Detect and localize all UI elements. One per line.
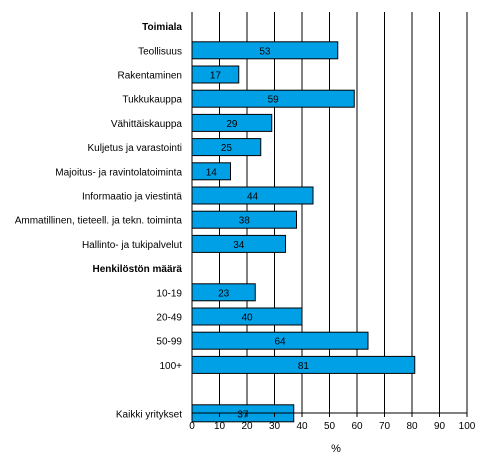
x-tick-label: 30	[269, 421, 281, 432]
x-tick-label: 20	[241, 421, 253, 432]
gridlines	[219, 12, 468, 413]
data-label: 37	[237, 409, 249, 420]
x-tick-label: 90	[434, 421, 446, 432]
data-label: 34	[233, 240, 245, 251]
category-label: 50-99	[156, 337, 182, 348]
category-label: 20-49	[156, 313, 182, 324]
data-label: 25	[221, 143, 233, 154]
x-axis: 0 10 20 30 40 50 60 70 80 90 100	[189, 12, 476, 432]
category-label: Majoitus- ja ravintolatoiminta	[55, 167, 182, 178]
category-label: Rakentaminen	[118, 71, 182, 82]
category-label: Vähittäiskauppa	[111, 119, 183, 130]
category-label: Hallinto- ja tukipalvelut	[82, 240, 182, 251]
data-label: 17	[210, 71, 222, 82]
x-axis-label: %	[331, 443, 341, 455]
category-label: Teollisuus	[138, 46, 182, 57]
category-label: Ammatillinen, tieteell. ja tekn. toimint…	[15, 216, 183, 227]
x-tick-label: 40	[296, 421, 308, 432]
data-label: 38	[239, 216, 251, 227]
data-label: 14	[206, 167, 218, 178]
category-label: 100+	[159, 361, 182, 372]
category-label: Kuljetus ja varastointi	[88, 143, 183, 154]
category-label: Informaatio ja viestintä	[82, 192, 182, 203]
data-label: 44	[247, 192, 259, 203]
category-label: Tukkukauppa	[122, 95, 182, 106]
section-header: Henkilöstön määrä	[93, 264, 183, 275]
data-label: 29	[226, 119, 238, 130]
x-tick-label: 50	[324, 421, 336, 432]
x-tick-label: 60	[351, 421, 363, 432]
bars: 53 17 59 29 25 14 44 38 34 23 40 64 81 37	[191, 41, 416, 423]
data-label: 81	[298, 361, 310, 372]
data-label: 23	[218, 288, 230, 299]
data-label: 59	[268, 95, 280, 106]
category-labels: Toimiala Teollisuus Rakentaminen Tukkukaupp…	[15, 22, 183, 420]
category-label: 10-19	[156, 288, 182, 299]
data-label: 53	[259, 46, 271, 57]
x-tick-label: 70	[379, 421, 391, 432]
category-label: Kaikki yritykset	[116, 409, 182, 420]
section-header: Toimiala	[142, 22, 182, 33]
x-tick-label: 100	[459, 421, 476, 432]
x-tick-label: 80	[406, 421, 418, 432]
data-label: 40	[241, 313, 253, 324]
x-tick-label: 10	[214, 421, 226, 432]
x-tick-label: 0	[189, 421, 195, 432]
data-label: 64	[274, 337, 286, 348]
